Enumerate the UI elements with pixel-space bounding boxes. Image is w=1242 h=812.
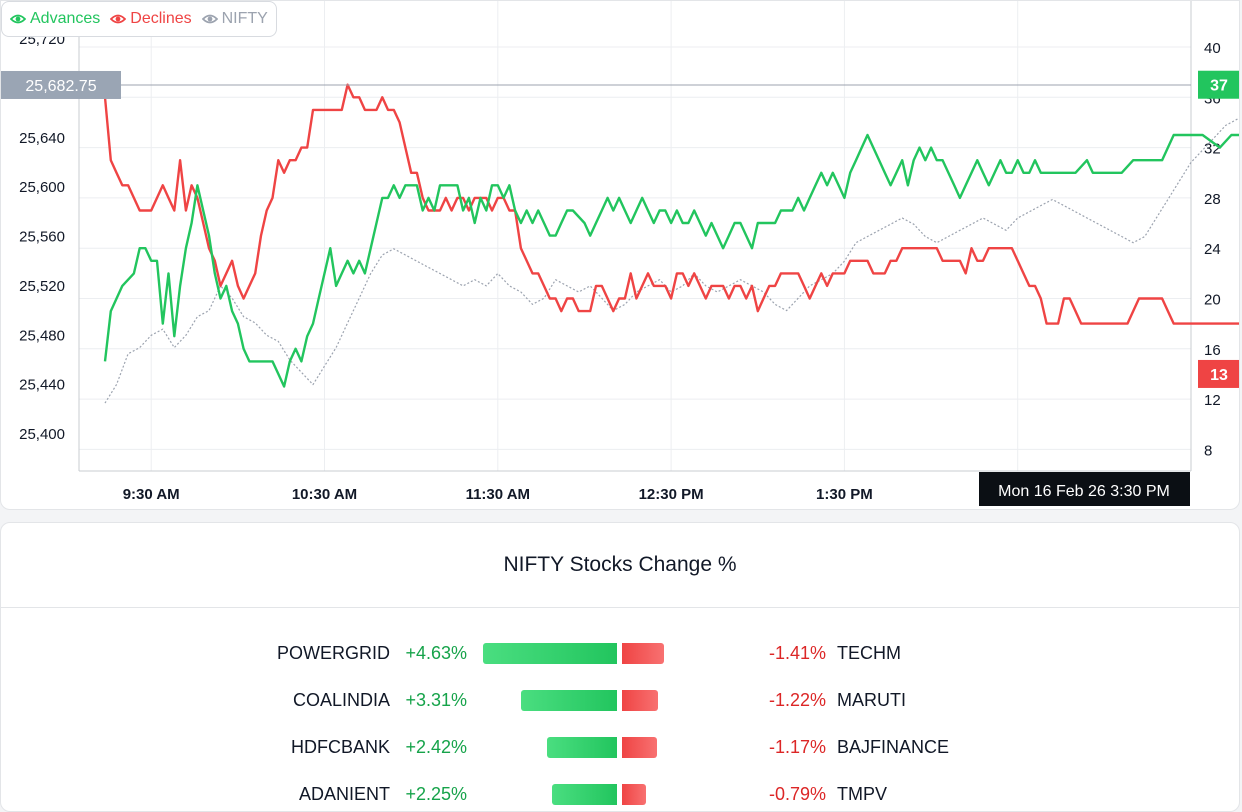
x-tick-label: 11:30 AM bbox=[466, 486, 530, 503]
gainer-name[interactable]: HDFCBANK bbox=[290, 737, 390, 757]
loser-name[interactable]: TMPV bbox=[837, 784, 888, 804]
gainer-change: +2.25% bbox=[405, 784, 467, 804]
gainer-bar bbox=[483, 643, 617, 664]
legend-label: NIFTY bbox=[221, 10, 268, 27]
y-right-tick-label: 40 bbox=[1204, 40, 1221, 57]
gainer-change: +2.42% bbox=[405, 737, 467, 757]
gainer-bar bbox=[546, 737, 617, 758]
y-left-tick-label: 25,640 bbox=[19, 130, 65, 147]
stock-change-row: COALINDIA +3.31% -1.22% MARUTI bbox=[1, 680, 1239, 720]
stocks-change-card: NIFTY Stocks Change % POWERGRID +4.63% -1.… bbox=[0, 522, 1240, 812]
legend-item-nifty[interactable]: NIFTY bbox=[201, 10, 268, 28]
declines-value: 13 bbox=[1210, 367, 1228, 384]
loser-change: -1.22% bbox=[769, 690, 827, 710]
loser-bar bbox=[622, 784, 646, 805]
y-right-tick-label: 8 bbox=[1204, 442, 1212, 459]
loser-bar bbox=[622, 737, 657, 758]
crosshair-price-tag bbox=[1, 70, 121, 99]
stock-change-row: POWERGRID +4.63% -1.41% TECHM bbox=[1, 633, 1239, 673]
advances-value-badge bbox=[1198, 70, 1239, 99]
crosshair-time-label: Mon 16 Feb 26 3:30 PM bbox=[998, 483, 1170, 500]
loser-name[interactable]: MARUTI bbox=[837, 690, 906, 710]
x-tick-label: 10:30 AM bbox=[292, 486, 357, 503]
eye-icon bbox=[10, 14, 26, 24]
gainer-change: +3.31% bbox=[405, 690, 467, 710]
loser-bar bbox=[622, 690, 659, 711]
y-left-tick-label: 25,600 bbox=[19, 179, 65, 196]
legend-label: Advances bbox=[30, 10, 101, 27]
declines-value-badge bbox=[1198, 359, 1239, 388]
y-right-tick-label: 20 bbox=[1204, 292, 1221, 309]
y-right-tick-label: 28 bbox=[1204, 191, 1221, 208]
x-tick-label: 12:30 PM bbox=[639, 486, 704, 503]
y-left-tick-label: 25,520 bbox=[19, 278, 65, 295]
series-line-declines bbox=[103, 83, 1239, 325]
y-left-tick-label: 25,560 bbox=[19, 229, 65, 246]
series-line-nifty bbox=[104, 117, 1239, 404]
loser-change: -1.41% bbox=[769, 643, 827, 663]
gainer-bar bbox=[521, 690, 617, 711]
y-right-tick-label: 24 bbox=[1204, 241, 1221, 258]
series-line-advances bbox=[103, 133, 1239, 388]
loser-name[interactable]: TECHM bbox=[837, 643, 901, 663]
legend-item-advances[interactable]: Advances bbox=[10, 10, 100, 28]
crosshair-price-label: 25,682.75 bbox=[25, 78, 96, 95]
stock-change-row: HDFCBANK +2.42% -1.17% BAJFINANCE bbox=[1, 727, 1239, 767]
y-left-tick-label: 25,440 bbox=[19, 377, 65, 394]
grid-lines bbox=[79, 1, 1191, 471]
gainer-name[interactable]: COALINDIA bbox=[292, 690, 390, 710]
y-right-tick-label: 12 bbox=[1204, 392, 1221, 409]
x-tick-label: 1:30 PM bbox=[816, 486, 873, 503]
gainer-name[interactable]: POWERGRID bbox=[276, 643, 390, 663]
legend-label: Declines bbox=[130, 10, 192, 27]
crosshair-time-tag bbox=[979, 472, 1190, 506]
x-tick-label: 9:30 AM bbox=[123, 486, 180, 503]
loser-bar bbox=[622, 643, 664, 664]
chart-legend: Advances Declines NIFTY bbox=[1, 1, 277, 37]
stocks-change-title: NIFTY Stocks Change % bbox=[1, 523, 1239, 608]
eye-icon bbox=[110, 14, 127, 24]
advances-value: 37 bbox=[1210, 78, 1228, 95]
loser-name[interactable]: BAJFINANCE bbox=[837, 737, 950, 757]
gainer-name[interactable]: ADANIENT bbox=[298, 784, 390, 804]
y-left-tick-label: 25,400 bbox=[19, 426, 65, 443]
gainer-change: +4.63% bbox=[405, 643, 467, 663]
y-left-tick-label: 25,480 bbox=[19, 327, 65, 344]
y-right-tick-label: 16 bbox=[1204, 342, 1221, 359]
stock-change-row: ADANIENT +2.25% -0.79% TMPV bbox=[1, 774, 1239, 811]
eye-icon bbox=[201, 14, 218, 24]
legend-item-declines[interactable]: Declines bbox=[110, 10, 192, 28]
loser-change: -1.17% bbox=[769, 737, 827, 757]
gainer-bar bbox=[551, 784, 617, 805]
loser-change: -0.79% bbox=[769, 784, 827, 804]
